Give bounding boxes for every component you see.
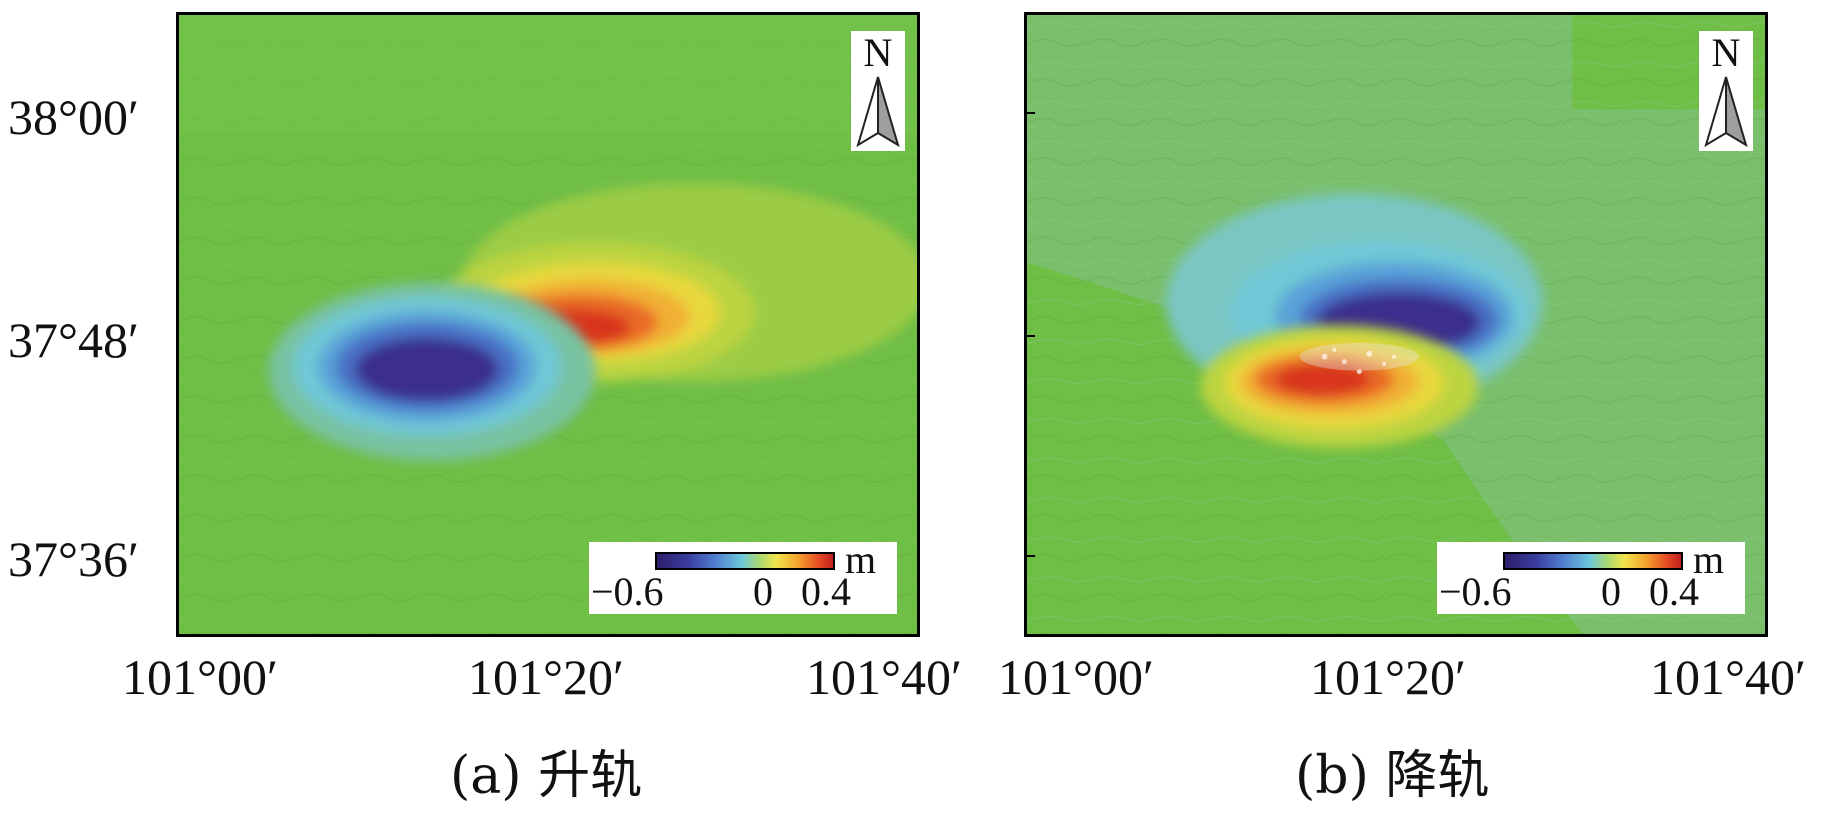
legend-unit: m xyxy=(845,537,877,582)
y-tick-label: 37°36′ xyxy=(8,531,139,587)
y-tick-mark xyxy=(1027,335,1035,337)
uplift-lobe xyxy=(1200,324,1479,448)
y-tick-mark xyxy=(1027,112,1035,114)
colorbar xyxy=(1503,552,1683,570)
y-tick-label: 38°00′ xyxy=(8,89,139,145)
legend-unit: m xyxy=(1693,537,1725,582)
x-tick-label: 101°40′ xyxy=(1650,649,1806,705)
north-label: N xyxy=(863,30,893,75)
colorbar xyxy=(655,552,835,570)
panel-descending-map: N m −0.6 0 0.4 xyxy=(1024,12,1768,637)
color-legend: m −0.6 0 0.4 xyxy=(589,537,897,614)
deformation-map-descending xyxy=(1027,15,1765,634)
decorrelation-noise xyxy=(1299,342,1419,375)
x-tick-label: 101°20′ xyxy=(1310,649,1466,705)
deformation-map-ascending xyxy=(179,15,917,634)
north-arrow: N xyxy=(1699,31,1753,151)
x-tick-label: 101°40′ xyxy=(806,649,962,705)
subsidence-lobe xyxy=(268,282,596,461)
color-legend: m −0.6 0 0.4 xyxy=(1437,537,1745,614)
legend-max: 0.4 xyxy=(801,569,851,614)
north-arrow: N xyxy=(851,31,905,151)
y-tick-mark xyxy=(1027,555,1035,557)
legend-min: −0.6 xyxy=(591,569,664,614)
caption-descending: (b) 降轨 xyxy=(1295,746,1490,806)
y-tick-label: 37°48′ xyxy=(8,312,139,368)
panel-ascending-map: N m −0.6 0 0.4 xyxy=(176,12,920,637)
north-arrow-icon xyxy=(856,76,900,148)
legend-max: 0.4 xyxy=(1649,569,1699,614)
legend-zero: 0 xyxy=(1601,569,1621,614)
x-tick-label: 101°00′ xyxy=(998,649,1154,705)
x-tick-label: 101°20′ xyxy=(468,649,624,705)
x-tick-label: 101°00′ xyxy=(122,649,278,705)
north-arrow-icon xyxy=(1704,76,1748,148)
north-label: N xyxy=(1711,30,1741,75)
legend-min: −0.6 xyxy=(1439,569,1512,614)
legend-zero: 0 xyxy=(753,569,773,614)
caption-ascending: (a) 升轨 xyxy=(450,746,643,806)
